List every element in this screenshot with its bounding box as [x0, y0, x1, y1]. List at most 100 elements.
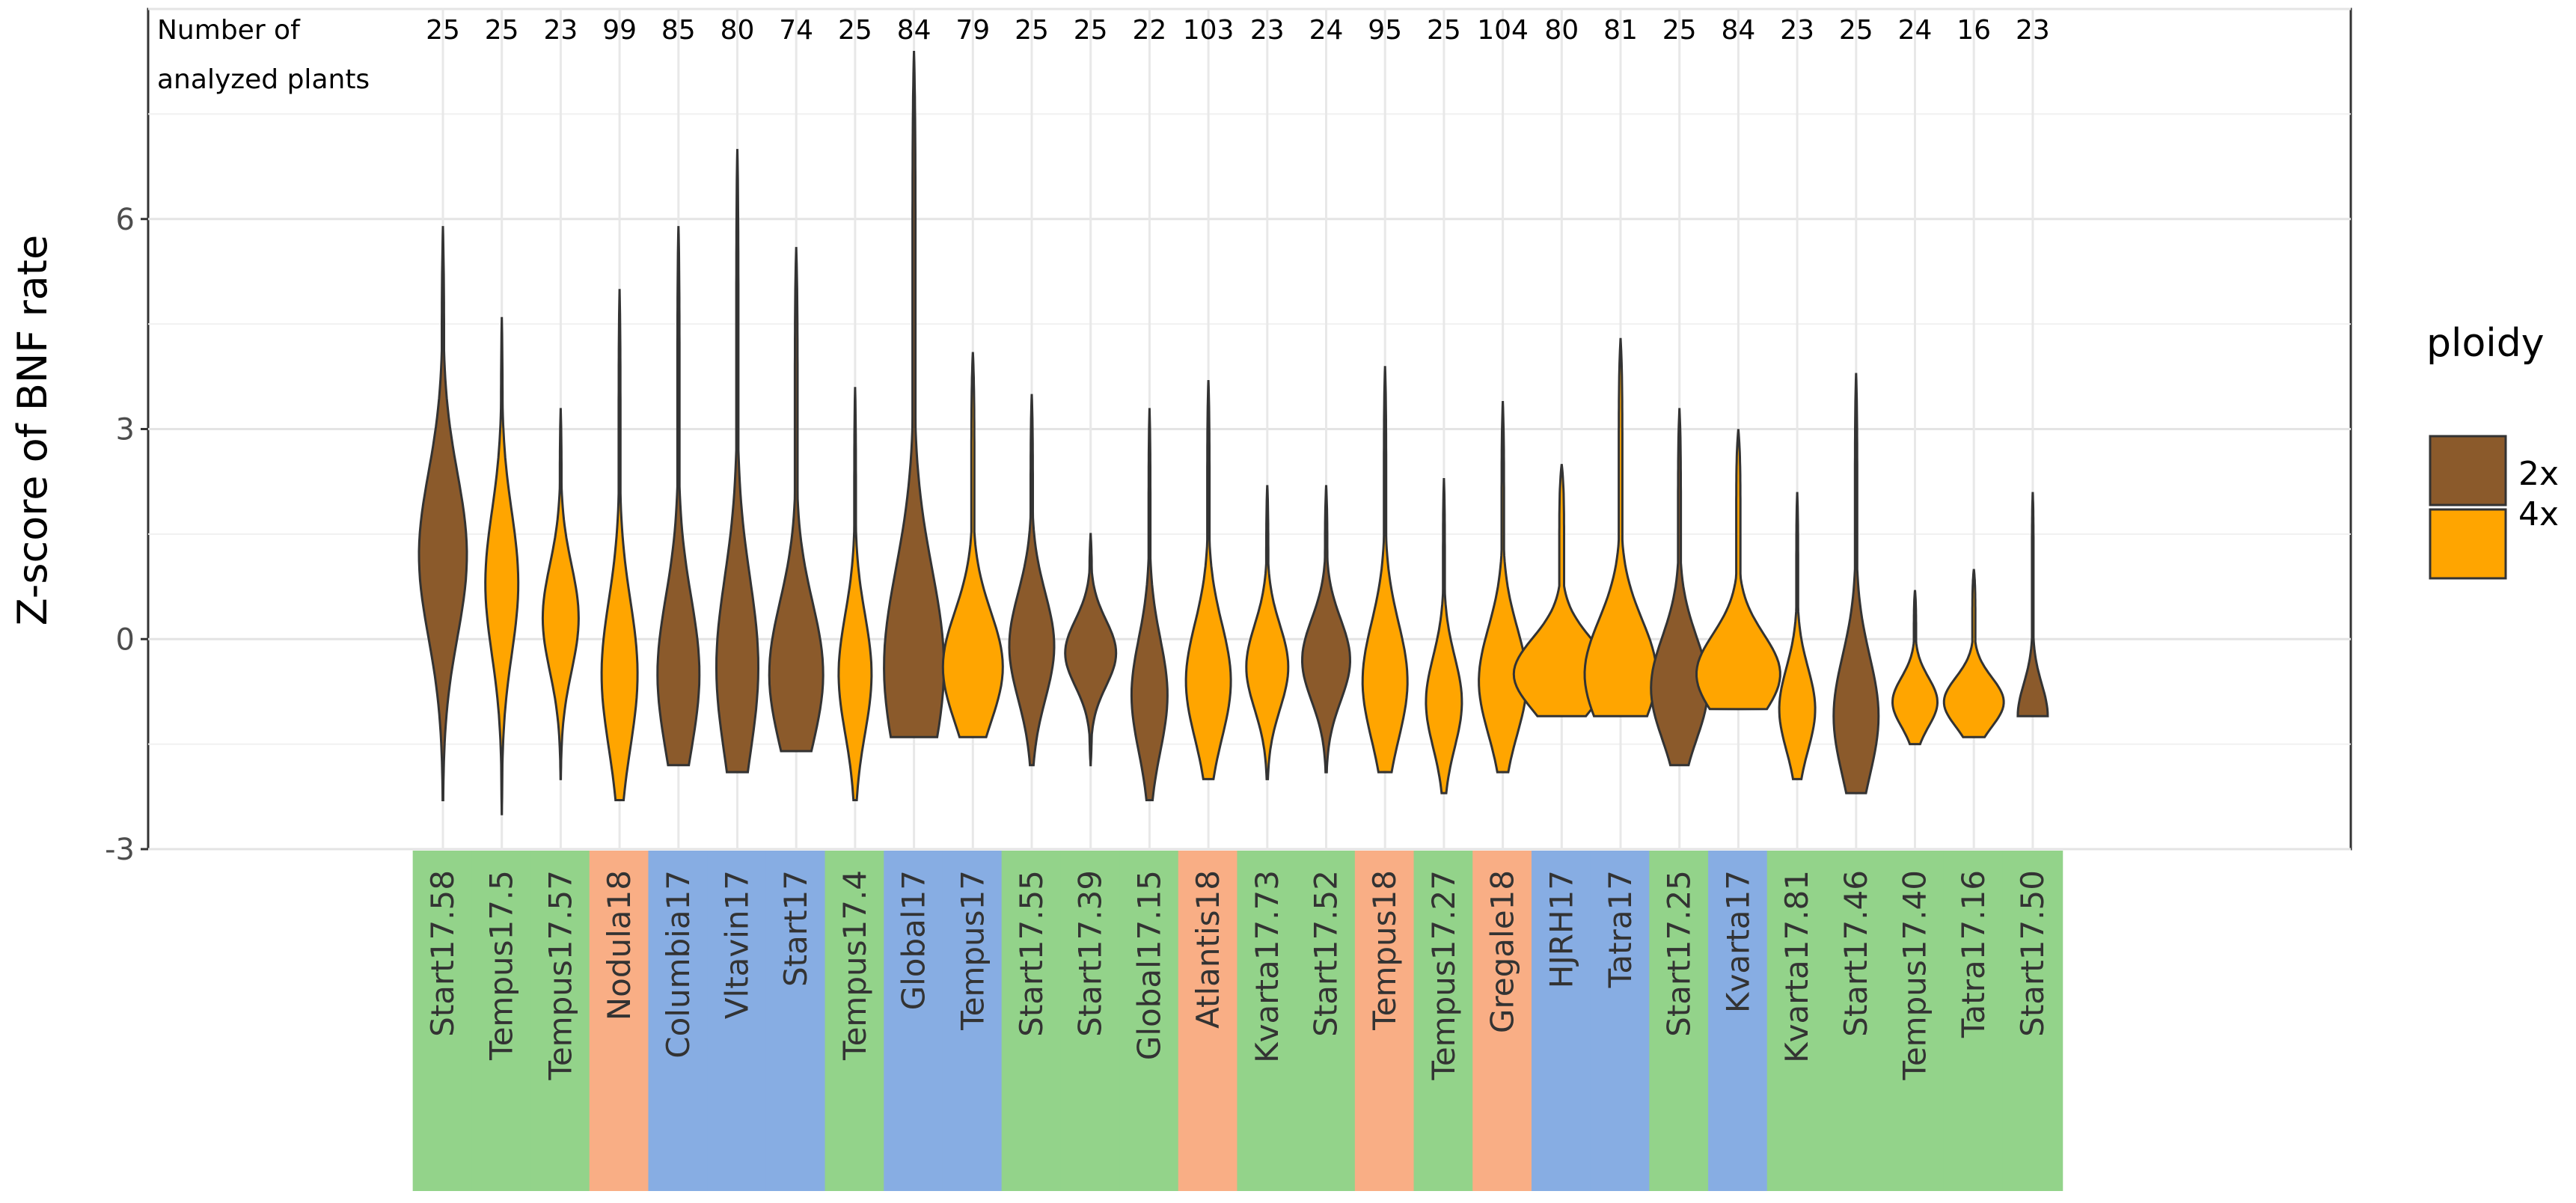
legend: ploidy 2x 4x [2426, 321, 2559, 580]
violin-Kvarta17.81 [1778, 492, 1817, 780]
legend-label-4x: 4x [2518, 495, 2559, 533]
count-label: 85 [661, 15, 696, 46]
violin-Tatra17 [1583, 337, 1658, 717]
violin-Tempus17 [941, 352, 1004, 738]
count-label: 104 [1477, 15, 1529, 46]
count-label: 25 [1427, 15, 1461, 46]
category-label: Start17.58 [424, 870, 461, 1037]
violin-Vltavin17 [715, 149, 760, 774]
violin-Tempus17.4 [837, 387, 873, 802]
count-label: 74 [779, 15, 813, 46]
category-band [589, 851, 650, 1191]
count-label: 99 [602, 15, 637, 46]
category-band [412, 851, 474, 1191]
category-label: Tempus18 [1366, 870, 1403, 1031]
category-label: Start17.46 [1838, 870, 1874, 1037]
count-label: 84 [897, 15, 931, 46]
category-band [1472, 851, 1533, 1191]
category-band [1590, 851, 1651, 1191]
violin-Kvarta17.73 [1245, 485, 1290, 780]
violin-Start17.46 [1832, 373, 1880, 795]
violins [417, 51, 2049, 815]
count-label: 79 [955, 15, 990, 46]
violin-Start17 [768, 247, 824, 753]
category-label: Start17 [777, 870, 814, 987]
category-band [1237, 851, 1298, 1191]
violin-Start17.52 [1300, 485, 1352, 774]
category-band [471, 851, 533, 1191]
category-band [884, 851, 944, 1191]
violin-Start17.25 [1650, 408, 1710, 767]
count-label: 25 [426, 15, 460, 46]
y-tick-label: 6 [116, 203, 135, 237]
category-band [1708, 851, 1769, 1191]
violin-Tempus17.40 [1891, 590, 1939, 746]
violin-Tempus17.57 [541, 408, 580, 780]
violin-Global17.15 [1130, 408, 1169, 802]
count-label: 23 [1250, 15, 1285, 46]
violin-Start17.58 [417, 226, 468, 802]
category-label: Start17.39 [1072, 870, 1109, 1037]
category-label: Vltavin17 [719, 870, 756, 1019]
count-label: 22 [1132, 15, 1166, 46]
category-band [1413, 851, 1475, 1191]
violin-Tatra17.16 [1942, 569, 2005, 738]
category-band [2002, 851, 2063, 1191]
category-label: Global17.15 [1131, 870, 1167, 1060]
category-band [942, 851, 1003, 1191]
category-label: Nodula18 [601, 870, 637, 1020]
count-label: 84 [1721, 15, 1755, 46]
category-band [648, 851, 709, 1191]
count-label: 25 [1015, 15, 1049, 46]
count-label: 81 [1603, 15, 1638, 46]
category-band [1060, 851, 1122, 1191]
count-label: 23 [543, 15, 578, 46]
count-label: 23 [2016, 15, 2050, 46]
category-band [824, 851, 886, 1191]
violin-Columbia17 [656, 226, 701, 767]
category-label: Kvarta17.73 [1249, 870, 1285, 1063]
category-band [530, 851, 591, 1191]
category-label: Columbia17 [660, 870, 697, 1059]
category-band [1885, 851, 1945, 1191]
category-band [1178, 851, 1239, 1191]
category-label: Global17 [896, 870, 932, 1010]
category-band [1119, 851, 1180, 1191]
category-band [1766, 851, 1828, 1191]
violin-Kvarta17 [1695, 429, 1781, 711]
category-band [1826, 851, 1887, 1191]
category-label: Kvarta17 [1719, 870, 1756, 1013]
category-label: Start17.55 [1013, 870, 1050, 1037]
category-band [1296, 851, 1356, 1191]
count-label: 16 [1957, 15, 1991, 46]
category-label: HJRH17 [1543, 870, 1579, 988]
violin-Nodula18 [600, 289, 639, 802]
category-band [1001, 851, 1062, 1191]
category-band [765, 851, 827, 1191]
category-band [1943, 851, 2004, 1191]
y-axis: -3 0 3 6 [105, 203, 148, 867]
count-label: 103 [1183, 15, 1235, 46]
category-label: Tempus17 [954, 870, 991, 1031]
y-tick-label: 0 [116, 622, 135, 657]
category-bands [412, 851, 2063, 1191]
violin-Tempus17.27 [1425, 477, 1463, 795]
legend-swatch-2x [2429, 435, 2507, 506]
count-label: 25 [485, 15, 519, 46]
y-tick-label: -3 [105, 833, 135, 867]
violin-Start17.39 [1064, 533, 1118, 767]
category-label: Tatra17.16 [1955, 870, 1992, 1038]
category-label: Start17.50 [2014, 870, 2051, 1037]
category-band [1531, 851, 1592, 1191]
violin-Tempus18 [1361, 366, 1409, 774]
category-label: Start17.25 [1661, 870, 1698, 1037]
legend-label-2x: 2x [2518, 455, 2559, 493]
count-label: 25 [1839, 15, 1873, 46]
category-label: Tempus17.4 [836, 870, 873, 1061]
count-label: 95 [1368, 15, 1402, 46]
count-label: 25 [838, 15, 872, 46]
category-label: Start17.52 [1308, 870, 1344, 1037]
violin-HJRH17 [1512, 464, 1611, 717]
category-label: Tempus17.57 [542, 870, 578, 1081]
